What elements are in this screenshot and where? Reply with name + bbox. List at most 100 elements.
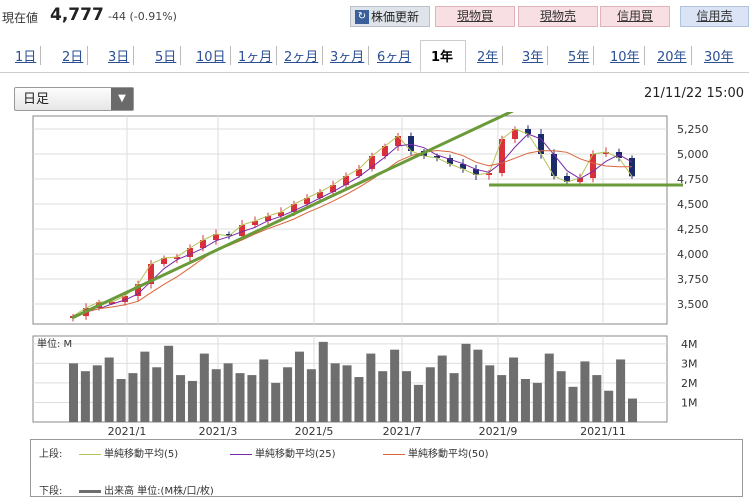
candle (317, 192, 323, 198)
volume-bar (520, 379, 530, 422)
candle (252, 221, 258, 225)
price-tick-label: 4,250 (677, 223, 709, 236)
volume-bar (592, 375, 602, 422)
volume-bar (568, 386, 578, 422)
volume-bar (140, 351, 150, 422)
volume-bar (366, 353, 376, 422)
candle (278, 212, 284, 216)
candle (408, 136, 414, 151)
volume-bar (437, 355, 447, 422)
uptrend-line (71, 112, 515, 320)
legend-upper-label: 上段: (39, 449, 63, 460)
volume-bar (223, 363, 233, 422)
candle (239, 225, 245, 236)
volume-bar (271, 382, 281, 422)
candle (473, 169, 479, 175)
x-tick-label: 2021/9 (479, 425, 518, 438)
refresh-icon: ↻ (355, 10, 369, 24)
x-tick-label: 2021/5 (295, 425, 334, 438)
volume-bar (164, 345, 174, 422)
tab-10y[interactable]: 10年 (610, 46, 645, 65)
volume-bar (354, 377, 364, 422)
volume-bar (104, 357, 114, 422)
candle (551, 154, 557, 176)
volume-bar (413, 384, 423, 422)
ma25-line (72, 133, 633, 317)
volume-bar (378, 371, 388, 422)
volume-bar (294, 351, 304, 422)
price-tick-label: 3,500 (677, 298, 709, 311)
tab-2d[interactable]: 2日 (62, 46, 89, 65)
price-tick-label: 4,750 (677, 173, 709, 186)
volume-unit-label: 単位: M (37, 337, 72, 350)
volume-bar (556, 371, 566, 422)
margin-sell-button[interactable]: 信用売 (680, 6, 749, 27)
candle (291, 204, 297, 212)
candle (109, 302, 115, 304)
tab-2y[interactable]: 2年 (477, 46, 504, 65)
candle (122, 296, 128, 302)
candle (226, 234, 232, 236)
volume-bar (283, 367, 293, 422)
tab-20y[interactable]: 20年 (657, 46, 692, 65)
volume-bar (580, 361, 590, 422)
volume-bar (449, 373, 459, 422)
candle (382, 146, 388, 156)
interval-select[interactable]: 日足 ▼ (14, 87, 134, 111)
tab-1d[interactable]: 1日 (15, 46, 42, 65)
candle (603, 152, 609, 154)
spot-buy-button[interactable]: 現物買 (435, 6, 515, 27)
tab-2m[interactable]: 2ヶ月 (284, 46, 324, 65)
tab-1y[interactable]: 1年 (420, 40, 466, 72)
legend-volume-label: 出来高 単位:(M株/口/枚) (104, 486, 214, 497)
volume-tick-label: 3M (681, 357, 698, 370)
volume-bar (92, 365, 102, 422)
tab-5d[interactable]: 5日 (155, 46, 182, 65)
volume-tick-label: 1M (681, 396, 698, 409)
legend-ma5: 単純移動平均(5) (79, 445, 178, 460)
legend-ma5-label: 単純移動平均(5) (104, 449, 179, 460)
price-tick-label: 5,000 (677, 148, 709, 161)
candle (447, 158, 453, 164)
chevron-down-icon: ▼ (111, 88, 133, 110)
tab-10d[interactable]: 10日 (196, 46, 231, 65)
ma50-line (72, 149, 632, 317)
volume-bar (461, 343, 471, 422)
volume-bar (318, 341, 328, 422)
quote-header: 現在値 4,777 -44 (-0.91%) ↻ 株価更新 現物買 現物売 信用買… (0, 0, 749, 34)
volume-bar (485, 365, 495, 422)
volume-bar (532, 382, 542, 422)
candle (460, 164, 466, 169)
volume-bar (187, 380, 197, 422)
tab-5y[interactable]: 5年 (568, 46, 595, 65)
volume-bar (247, 375, 257, 422)
legend-ma25-label: 単純移動平均(25) (255, 449, 336, 460)
volume-bar (211, 369, 221, 422)
tab-3d[interactable]: 3日 (108, 46, 135, 65)
tab-3m[interactable]: 3ヶ月 (330, 46, 370, 65)
candle (174, 257, 180, 259)
candle (330, 185, 336, 192)
volume-tick-label: 4M (681, 338, 698, 351)
candle (512, 129, 518, 139)
update-price-button[interactable]: ↻ 株価更新 (350, 6, 430, 27)
volume-bar (306, 369, 316, 422)
spot-sell-button[interactable]: 現物売 (518, 6, 598, 27)
margin-buy-button[interactable]: 信用買 (600, 6, 670, 27)
price-tick-label: 3,750 (677, 273, 709, 286)
update-price-label: 株価更新 (371, 10, 420, 24)
tab-3y[interactable]: 3年 (522, 46, 549, 65)
candle (213, 234, 219, 240)
candle (369, 156, 375, 169)
candle (434, 156, 440, 158)
tab-1m[interactable]: 1ヶ月 (238, 46, 278, 65)
legend-ma25: 単純移動平均(25) (230, 445, 336, 460)
volume-bar (235, 373, 245, 422)
x-tick-label: 2021/11 (580, 425, 626, 438)
x-tick-label: 2021/1 (108, 425, 147, 438)
price-change: -44 (-0.91%) (108, 10, 177, 23)
tab-6m[interactable]: 6ヶ月 (377, 50, 412, 65)
volume-bar (616, 359, 626, 422)
volume-bar (259, 359, 269, 422)
tab-30y[interactable]: 30年 (704, 50, 734, 65)
